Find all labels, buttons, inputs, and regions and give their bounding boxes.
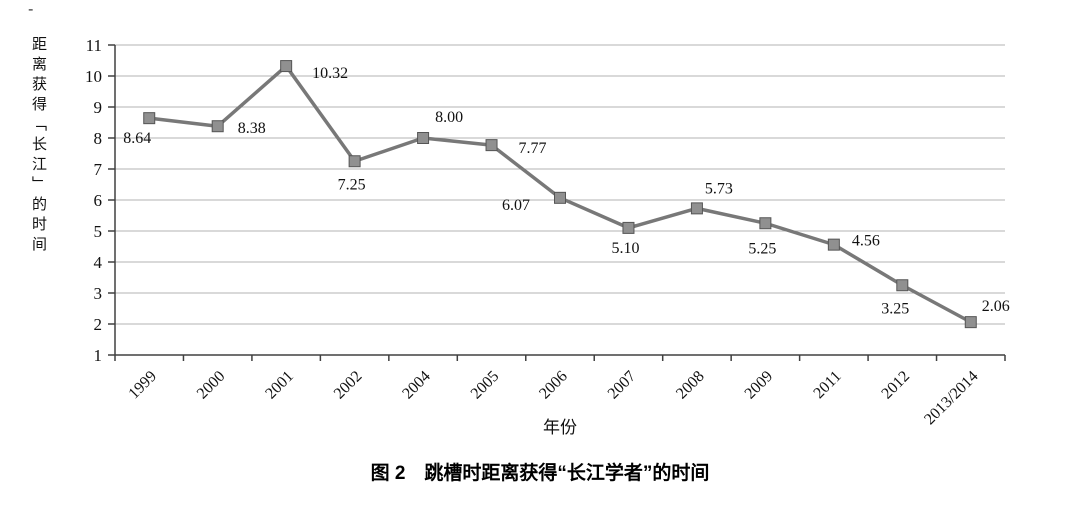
- data-point-marker: [554, 191, 566, 204]
- stray-mark: -: [28, 0, 34, 18]
- y-tick-label: 6: [94, 191, 103, 210]
- y-axis-title: 距离获得「长江」的时间: [30, 36, 46, 256]
- y-tick-label: 10: [85, 67, 102, 86]
- y-tick-label: 7: [94, 160, 103, 179]
- data-point-marker: [759, 217, 772, 230]
- x-tick-label: 2004: [399, 368, 434, 403]
- data-label: 5.25: [748, 240, 776, 257]
- y-tick-label: 1: [94, 346, 103, 365]
- y-tick-label: 2: [94, 315, 103, 334]
- data-label: 8.64: [123, 130, 151, 147]
- data-label: 5.10: [611, 240, 639, 257]
- data-point-marker: [622, 221, 635, 234]
- data-point-marker: [690, 202, 703, 215]
- x-tick-label: 2005: [468, 368, 503, 403]
- x-tick-label: 2012: [878, 368, 913, 403]
- x-tick-label: 1999: [125, 368, 160, 403]
- y-tick-label: 11: [86, 36, 102, 55]
- data-label: 8.38: [238, 120, 266, 137]
- x-tick-label: 2008: [673, 368, 708, 403]
- x-tick-label: 2013/2014: [921, 368, 981, 428]
- data-label: 4.56: [852, 233, 880, 250]
- x-tick-label: 2001: [262, 368, 297, 403]
- data-label: 3.25: [881, 300, 909, 317]
- figure-caption: 图 2 跳槽时距离获得“长江学者”的时间: [370, 463, 710, 484]
- x-tick-label: 2009: [742, 368, 777, 403]
- x-tick-label: 2000: [194, 368, 229, 403]
- y-tick-label: 4: [94, 253, 103, 272]
- data-point-marker: [485, 139, 498, 152]
- data-point-marker: [827, 238, 840, 251]
- x-axis-title: 年份: [543, 418, 577, 437]
- x-tick-label: 2002: [331, 368, 366, 403]
- data-point-marker: [143, 112, 156, 125]
- data-point-marker: [280, 60, 293, 73]
- y-tick-label: 5: [94, 222, 103, 241]
- data-label: 6.07: [502, 197, 530, 214]
- y-tick-label: 8: [94, 129, 103, 148]
- data-label: 7.25: [338, 176, 366, 193]
- data-point-marker: [211, 120, 224, 133]
- data-point-marker: [896, 279, 909, 292]
- data-point-marker: [348, 155, 361, 168]
- data-label: 10.32: [312, 65, 348, 82]
- line-chart: 1 2 3 4 5 6 7 8 9 10 11 1999 2000 2001 2002 2004 2005 200…: [85, 36, 1010, 437]
- data-label: 5.73: [705, 180, 733, 197]
- data-point-marker: [417, 132, 430, 144]
- data-label: 8.00: [435, 109, 463, 126]
- y-tick-label: 9: [94, 98, 103, 117]
- y-tick-label: 3: [94, 284, 103, 303]
- data-label: 7.77: [519, 140, 547, 157]
- x-tick-label: 2006: [536, 368, 571, 403]
- x-tick-label: 2007: [605, 368, 640, 403]
- data-point-marker: [964, 316, 977, 329]
- data-label: 2.06: [982, 298, 1010, 315]
- x-tick-label: 2011: [810, 368, 844, 402]
